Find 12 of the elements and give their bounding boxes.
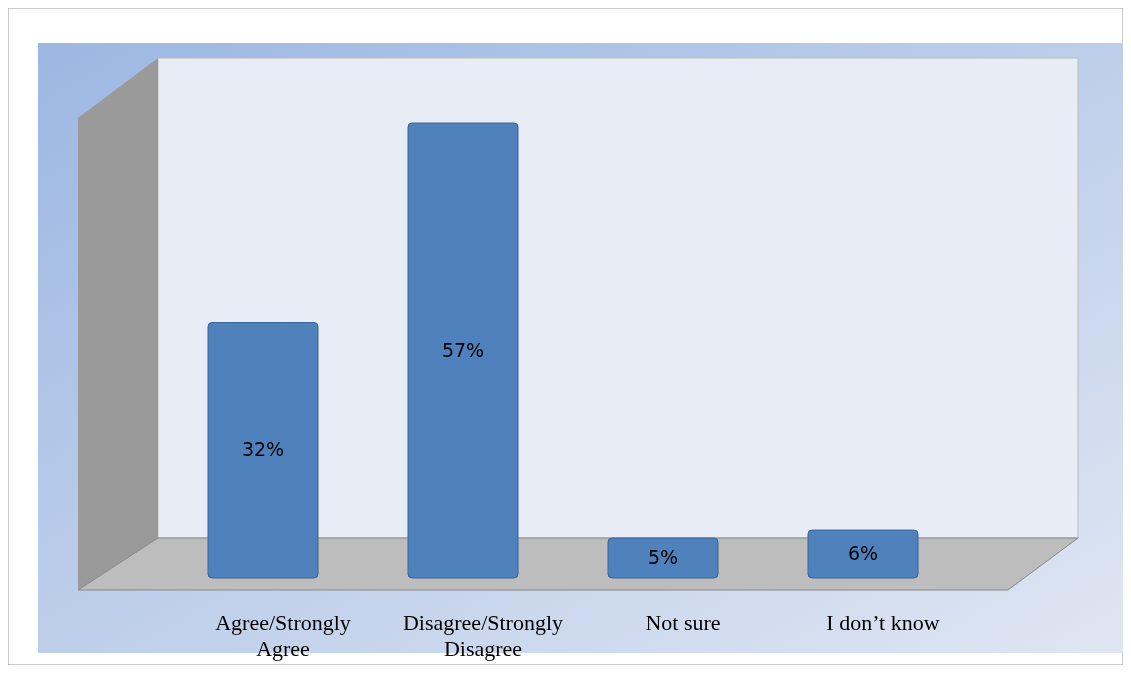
data-label: 5% <box>647 546 679 569</box>
bar <box>207 322 319 579</box>
data-label: 57% <box>441 338 485 361</box>
x-tick-label: Disagree/Strongly Disagree <box>402 610 564 661</box>
x-tick-label: Not sure <box>645 610 721 635</box>
x-tick-label: Agree/Strongly Agree <box>215 610 351 661</box>
data-label: 32% <box>241 438 285 461</box>
x-tick-label: I don’t know <box>826 610 940 635</box>
bar <box>407 122 519 579</box>
bar <box>807 529 919 579</box>
data-label: 6% <box>847 542 879 565</box>
bar <box>607 537 719 579</box>
